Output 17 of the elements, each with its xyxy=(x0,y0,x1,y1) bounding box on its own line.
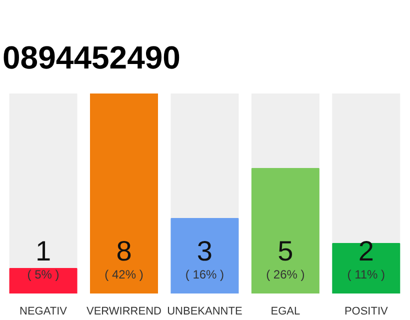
annotation: ( 16% ) xyxy=(185,268,224,282)
data-label: 2 xyxy=(358,236,374,266)
x-tick-label: UNBEKANNTE xyxy=(167,306,242,318)
annotation: ( 5% ) xyxy=(27,268,60,282)
x-tick-label: NEGATIV xyxy=(20,306,68,318)
annotation: ( 26% ) xyxy=(266,268,305,282)
data-label: 8 xyxy=(116,236,132,266)
annotation: ( 42% ) xyxy=(104,268,144,282)
data-label: 3 xyxy=(196,236,213,266)
bar xyxy=(9,268,78,294)
x-tick-label: POSITIV xyxy=(344,306,389,318)
chart-title: 0894452490 xyxy=(2,40,180,76)
annotation: ( 11% ) xyxy=(347,268,386,282)
data-label: 1 xyxy=(35,236,52,266)
data-label: 5 xyxy=(278,236,294,266)
x-tick-label: EGAL xyxy=(270,306,300,318)
x-tick-label: VERWIRREND xyxy=(86,306,162,318)
